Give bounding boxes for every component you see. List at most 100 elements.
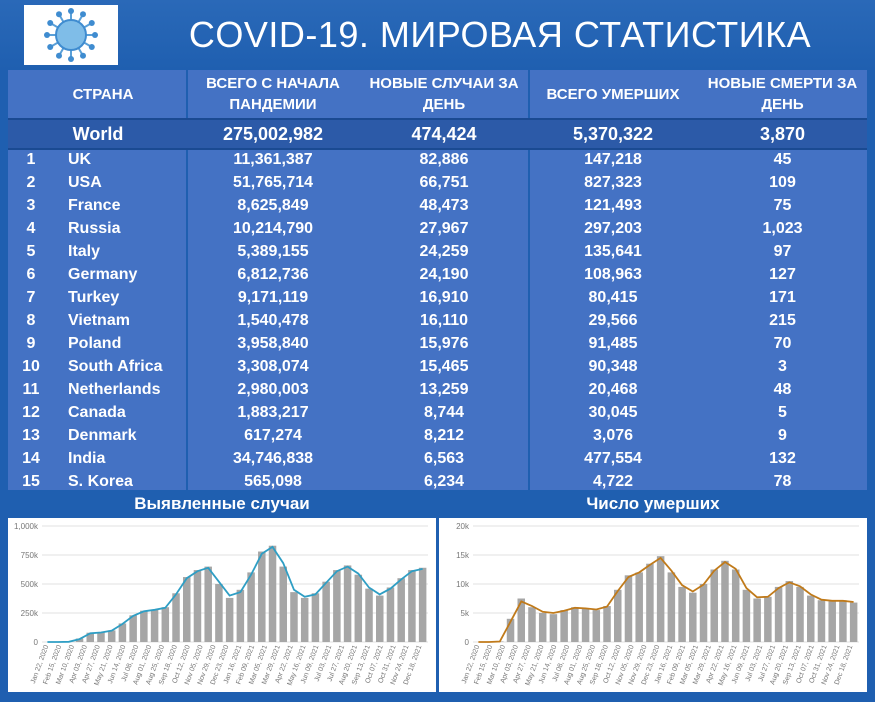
stats-table: СТРАНА ВСЕГО С НАЧАЛА ПАНДЕМИИ НОВЫЕ СЛУ… <box>8 70 867 490</box>
cell-total: 34,746,838 <box>232 450 314 467</box>
bar <box>635 572 643 642</box>
y-tick-label: 15k <box>456 551 470 560</box>
cell-new: 6,563 <box>423 450 465 467</box>
bar <box>581 608 590 642</box>
table-row: 15 S. Korea 565,098 6,234 4,722 78 <box>8 470 867 493</box>
bar <box>161 607 170 642</box>
bar <box>806 595 815 642</box>
cell-new-deaths: 5 <box>778 404 787 421</box>
y-tick-label: 500k <box>21 580 39 589</box>
bar <box>150 609 159 642</box>
cell-country: UK <box>68 151 92 168</box>
world-new-deaths: 3,870 <box>759 124 806 144</box>
bar <box>764 596 772 642</box>
cell-total: 11,361,387 <box>233 151 313 168</box>
bar <box>140 610 148 642</box>
bar <box>236 589 245 642</box>
cell-total: 617,274 <box>244 427 302 444</box>
header-country: СТРАНА <box>72 85 134 103</box>
bar <box>322 581 330 642</box>
cell-deaths: 3,076 <box>592 427 634 444</box>
bar <box>817 600 826 642</box>
bar <box>290 592 298 642</box>
cell-total: 2,980,003 <box>237 381 309 398</box>
y-tick-label: 0 <box>465 638 470 647</box>
bar <box>742 589 751 642</box>
bar <box>300 597 309 642</box>
y-tick-label: 250k <box>21 609 39 618</box>
bar <box>678 586 686 642</box>
cell-new: 27,967 <box>419 220 469 237</box>
cell-country: Germany <box>68 266 138 283</box>
cell-country: Italy <box>68 243 101 260</box>
world-name: World <box>72 124 124 144</box>
cell-rank: 15 <box>22 473 40 490</box>
cell-deaths: 827,323 <box>584 174 642 191</box>
bar <box>646 563 654 642</box>
cell-rank: 13 <box>22 427 40 444</box>
bar <box>118 623 127 642</box>
virus-spike-tip <box>47 20 54 26</box>
cell-deaths: 30,045 <box>588 404 638 421</box>
virus-spike-tip <box>80 52 86 59</box>
world-new: 474,424 <box>411 124 477 144</box>
bar <box>408 570 416 642</box>
bar <box>193 570 202 642</box>
cell-deaths: 80,415 <box>588 289 638 306</box>
cell-country: India <box>68 450 106 467</box>
bar <box>538 613 547 642</box>
bar <box>333 570 341 642</box>
bar <box>560 610 568 642</box>
cell-deaths: 147,218 <box>584 151 642 168</box>
table-row: 12 Canada 1,883,217 8,744 30,045 5 <box>8 401 867 424</box>
virus-spike-tip <box>47 44 54 50</box>
cell-rank: 5 <box>26 243 36 260</box>
cell-country: Vietnam <box>68 312 130 329</box>
cell-new-deaths: 70 <box>773 335 792 352</box>
cell-country: Turkey <box>68 289 120 306</box>
cell-deaths: 135,641 <box>584 243 642 260</box>
bar <box>506 618 515 642</box>
header-new: НОВЫЕ СЛУЧАИ ЗА ДЕНЬ <box>369 75 519 113</box>
table-row: 11 Netherlands 2,980,003 13,259 20,468 48 <box>8 378 867 401</box>
cell-total: 565,098 <box>244 473 302 490</box>
table-row: 6 Germany 6,812,736 24,190 108,963 127 <box>8 263 867 286</box>
y-tick-label: 10k <box>456 580 470 589</box>
y-tick-label: 5k <box>461 609 470 618</box>
cell-deaths: 108,963 <box>584 266 642 283</box>
y-tick-label: 750k <box>21 551 39 560</box>
bar <box>656 556 665 642</box>
cell-new: 13,259 <box>419 381 469 398</box>
header-new-deaths: НОВЫЕ СМЕРТИ ЗА ДЕНЬ <box>707 75 858 113</box>
cell-deaths: 91,485 <box>588 335 638 352</box>
cell-new: 82,886 <box>419 151 469 168</box>
bar <box>785 581 794 642</box>
bar <box>354 574 363 642</box>
cell-rank: 8 <box>26 312 36 329</box>
cell-new: 24,190 <box>419 266 469 283</box>
coronavirus-icon <box>44 8 98 62</box>
bar <box>710 569 719 642</box>
logo <box>24 5 118 65</box>
table-row: 13 Denmark 617,274 8,212 3,076 9 <box>8 424 867 447</box>
cell-new-deaths: 48 <box>773 381 792 398</box>
bar <box>225 597 234 642</box>
bar <box>796 586 804 642</box>
bar <box>343 565 352 642</box>
table-row: 4 Russia 10,214,790 27,967 297,203 1,023 <box>8 217 867 240</box>
cell-rank: 9 <box>26 335 36 352</box>
bar <box>517 598 526 642</box>
bar <box>721 560 729 642</box>
cell-rank: 6 <box>26 266 36 283</box>
bar <box>182 577 191 642</box>
header-bar: COVID-19. МИРОВАЯ СТАТИСТИКА <box>0 0 875 70</box>
bar <box>549 614 558 642</box>
cell-new-deaths: 215 <box>769 312 796 329</box>
y-tick-label: 20k <box>456 522 470 531</box>
bar <box>129 615 137 642</box>
cell-total: 8,625,849 <box>237 197 309 214</box>
table-row: 3 France 8,625,849 48,473 121,493 75 <box>8 194 867 217</box>
header-deaths: ВСЕГО УМЕРШИХ <box>546 85 680 103</box>
cell-total: 1,540,478 <box>237 312 309 329</box>
